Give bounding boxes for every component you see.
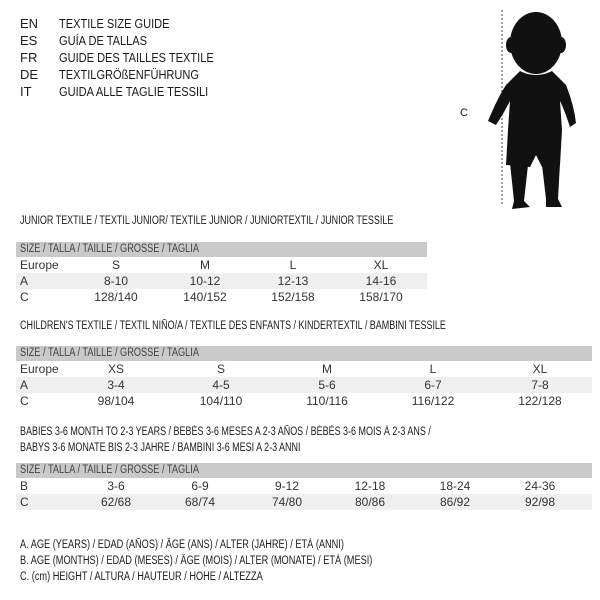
- row-label: Europe: [20, 258, 59, 272]
- table-row: C 128/140 140/152 152/158 158/170: [16, 289, 427, 305]
- title-de: DE TEXTILGRÖßENFÜHRUNG: [20, 67, 420, 82]
- cell: 92/98: [524, 495, 556, 509]
- cell: 98/104: [97, 394, 135, 408]
- row-label: B: [20, 479, 29, 493]
- size-header-text: SIZE / TALLA / TAILLE / GRÖSSE / TAGLIA: [20, 243, 199, 255]
- title-en: EN TEXTILE SIZE GUIDE: [20, 16, 420, 31]
- cell: 12-18: [354, 479, 386, 493]
- babies-title-line2: BABYS 3-6 MONATE BIS 2-3 JAHRE / BAMBINI…: [20, 442, 301, 454]
- height-label: C: [460, 107, 468, 119]
- lang-title: GUÍA DE TALLAS: [59, 33, 148, 48]
- title-it: IT GUIDA ALLE TAGLIE TESSILI: [20, 84, 420, 99]
- size-header: SIZE / TALLA / TAILLE / GRÖSSE / TAGLIA: [16, 346, 592, 361]
- row-label: Europe: [20, 362, 59, 376]
- lang-title: TEXTILGRÖßENFÜHRUNG: [59, 67, 199, 82]
- table-row: Europe XS S M L XL: [16, 361, 592, 377]
- cell: 9-12: [274, 479, 300, 493]
- table-row: B 3-6 6-9 9-12 12-18 18-24 24-36: [16, 478, 592, 494]
- junior-title: JUNIOR TEXTILE / TEXTIL JUNIOR/ TEXTILE …: [20, 215, 394, 227]
- cell: XL: [373, 258, 389, 272]
- lang-code: IT: [20, 84, 32, 99]
- title-es: ES GUÍA DE TALLAS: [20, 33, 420, 48]
- junior-table: SIZE / TALLA / TAILLE / GRÖSSE / TAGLIA …: [16, 242, 427, 305]
- title-fr: FR GUIDE DES TAILLES TEXTILE: [20, 50, 420, 65]
- cell: 74/80: [271, 495, 303, 509]
- cell: M: [200, 258, 210, 272]
- cell: 10-12: [189, 274, 221, 288]
- cell: 4-5: [212, 378, 230, 392]
- cell: 8-10: [103, 274, 129, 288]
- children-table: SIZE / TALLA / TAILLE / GRÖSSE / TAGLIA …: [16, 346, 592, 409]
- size-header: SIZE / TALLA / TAILLE / GRÖSSE / TAGLIA: [16, 242, 427, 257]
- cell: 12-13: [277, 274, 309, 288]
- legend-b: B. AGE (MONTHS) / EDAD (MESES) / ÂGE (MO…: [20, 555, 373, 567]
- table-row: A 8-10 10-12 12-13 14-16: [16, 273, 427, 289]
- child-silhouette-icon: [488, 10, 576, 209]
- cell: 62/68: [100, 495, 132, 509]
- row-label: A: [20, 274, 29, 288]
- cell: 7-8: [531, 378, 549, 392]
- row-label: C: [20, 290, 29, 304]
- table-row: A 3-4 4-5 5-6 6-7 7-8: [16, 377, 592, 393]
- size-header-text: SIZE / TALLA / TAILLE / GRÖSSE / TAGLIA: [20, 347, 199, 359]
- lang-code: ES: [20, 33, 38, 48]
- cell: L: [429, 362, 437, 376]
- cell: 128/140: [94, 290, 138, 304]
- lang-title: TEXTILE SIZE GUIDE: [59, 16, 170, 31]
- table-row: C 62/68 68/74 74/80 80/86 86/92 92/98: [16, 494, 592, 510]
- children-title: CHILDREN'S TEXTILE / TEXTIL NIÑO/A / TEX…: [20, 320, 446, 332]
- cell: 68/74: [184, 495, 216, 509]
- legend-a: A. AGE (YEARS) / EDAD (AÑOS) / ÂGE (ANS)…: [20, 539, 344, 551]
- cell: 158/170: [359, 290, 403, 304]
- legend-c: C. (cm) HEIGHT / ALTURA / HAUTEUR / HÖHE…: [20, 571, 263, 583]
- cell: M: [322, 362, 332, 376]
- row-label: A: [20, 378, 29, 392]
- lang-code: FR: [20, 50, 38, 65]
- cell: S: [111, 258, 121, 272]
- lang-title: GUIDA ALLE TAGLIE TESSILI: [59, 84, 209, 99]
- cell: 152/158: [271, 290, 315, 304]
- cell: 24-36: [524, 479, 556, 493]
- babies-title-line1: BABIES 3-6 MONTH TO 2-3 YEARS / BEBÉS 3-…: [20, 426, 431, 438]
- lang-code: DE: [20, 67, 39, 82]
- table-row: C 98/104 104/110 110/116 116/122 122/128: [16, 393, 592, 409]
- cell: 14-16: [365, 274, 397, 288]
- cell: 86/92: [439, 495, 471, 509]
- cell: 122/128: [518, 394, 562, 408]
- row-label: C: [20, 495, 29, 509]
- cell: S: [216, 362, 226, 376]
- size-header-text: SIZE / TALLA / TAILLE / GRÖSSE / TAGLIA: [20, 464, 199, 476]
- lang-code: EN: [20, 16, 39, 31]
- row-label: C: [20, 394, 29, 408]
- cell: 6-7: [424, 378, 442, 392]
- size-header: SIZE / TALLA / TAILLE / GRÖSSE / TAGLIA: [16, 463, 592, 478]
- babies-table: SIZE / TALLA / TAILLE / GRÖSSE / TAGLIA …: [16, 463, 592, 510]
- cell: L: [289, 258, 297, 272]
- cell: 18-24: [439, 479, 471, 493]
- cell: XS: [107, 362, 125, 376]
- table-row: Europe S M L XL: [16, 257, 427, 273]
- cell: 3-4: [107, 378, 125, 392]
- cell: 110/116: [306, 394, 348, 408]
- cell: 5-6: [318, 378, 336, 392]
- cell: XL: [532, 362, 548, 376]
- cell: 140/152: [183, 290, 227, 304]
- cell: 6-9: [191, 479, 209, 493]
- cell: 104/110: [199, 394, 243, 408]
- cell: 3-6: [107, 479, 125, 493]
- cell: 116/122: [411, 394, 455, 408]
- lang-title: GUIDE DES TAILLES TEXTILE: [59, 50, 214, 65]
- cell: 80/86: [354, 495, 386, 509]
